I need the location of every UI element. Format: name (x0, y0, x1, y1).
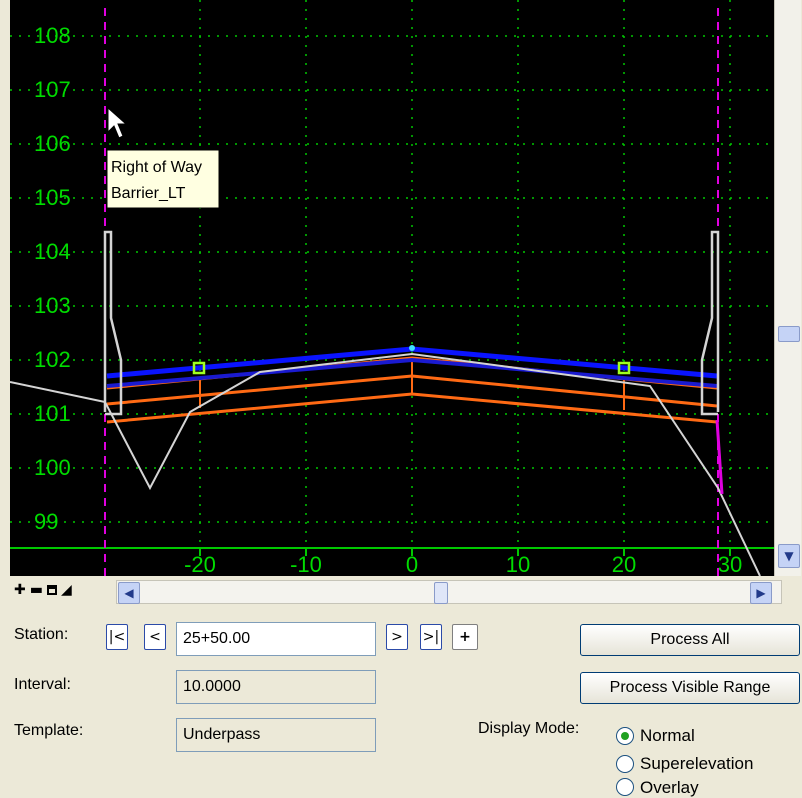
point-marker-left[interactable] (192, 361, 206, 375)
x-tick-label: 20 (612, 552, 636, 576)
station-input[interactable]: 25+50.00 (176, 622, 376, 656)
interval-field: 10.0000 (176, 670, 376, 704)
cross-section-canvas[interactable]: 108 107 106 105 104 103 102 101 100 99 -20 -10 0 10 2… (10, 0, 774, 576)
mode-normal-option[interactable]: Normal (616, 722, 753, 750)
terrain-icon[interactable]: ◢ (60, 582, 72, 598)
vertical-scrollbar[interactable] (774, 0, 801, 576)
crown-point[interactable] (409, 345, 415, 351)
cross-section-viewer[interactable]: 108 107 106 105 104 103 102 101 100 99 -20 -10 0 10 2… (10, 0, 774, 576)
x-tick-label: 0 (406, 552, 418, 576)
station-label: Station: (14, 626, 69, 643)
process-visible-range-button[interactable]: Process Visible Range (580, 672, 800, 704)
radio-normal[interactable] (616, 727, 634, 745)
ditch-line-right (715, 419, 724, 495)
pick-station-crosshair-icon[interactable]: + (452, 624, 478, 650)
display-mode-group: Normal Superelevation Overlay (616, 722, 753, 798)
y-tick-label: 105 (34, 185, 71, 210)
scroll-right-arrow-icon[interactable]: ▶ (750, 582, 772, 604)
zoom-in-plus-icon[interactable]: ✚ (14, 582, 26, 598)
y-tick-label: 103 (34, 293, 71, 318)
mode-normal-label: Normal (640, 726, 695, 745)
mode-superelevation-option[interactable]: Superelevation (616, 750, 753, 778)
point-marker-right[interactable] (617, 361, 631, 375)
pavement-mid (106, 357, 718, 388)
y-tick-label: 108 (34, 23, 71, 48)
first-station-button[interactable]: |< (106, 624, 128, 650)
tooltip-line1: Right of Way (111, 159, 202, 176)
x-tick-label: 10 (506, 552, 530, 576)
horizontal-scrollbar[interactable] (116, 580, 782, 604)
x-tick-label: 30 (718, 552, 742, 576)
y-tick-label: 99 (34, 509, 58, 534)
previous-station-button[interactable]: < (144, 624, 166, 650)
zoom-out-minus-icon[interactable]: ▬ (29, 582, 43, 598)
process-all-button[interactable]: Process All (580, 624, 800, 656)
next-station-button[interactable]: > (386, 624, 408, 650)
window-icon[interactable] (46, 585, 57, 595)
existing-ground (10, 352, 761, 576)
y-tick-label: 102 (34, 347, 71, 372)
interval-label: Interval: (14, 676, 71, 693)
barrier-left (103, 230, 123, 416)
barrier-right (700, 230, 720, 416)
horizontal-scroll-thumb[interactable] (434, 582, 448, 604)
vertical-scroll-thumb[interactable] (778, 326, 800, 342)
scroll-down-arrow-icon[interactable]: ▼ (778, 544, 800, 568)
mode-overlay-label: Overlay (640, 778, 699, 797)
mode-superelevation-label: Superelevation (640, 754, 754, 773)
tooltip-line2: Barrier_LT (111, 185, 186, 202)
scroll-left-arrow-icon[interactable]: ◀ (118, 582, 140, 604)
display-mode-label: Display Mode: (478, 720, 580, 737)
radio-superelevation[interactable] (616, 755, 634, 773)
x-tick-label: -10 (290, 552, 322, 576)
x-tick-label: -20 (184, 552, 216, 576)
y-tick-label: 100 (34, 455, 71, 480)
y-tick-label: 107 (34, 77, 71, 102)
template-label: Template: (14, 722, 84, 739)
last-station-button[interactable]: >| (420, 624, 442, 650)
radio-overlay[interactable] (616, 778, 634, 796)
y-tick-label: 104 (34, 239, 71, 264)
template-field: Underpass (176, 718, 376, 752)
mode-overlay-option[interactable]: Overlay (616, 778, 753, 798)
tooltip: Right of Way Barrier_LT (106, 149, 220, 209)
view-toolbar: ✚ ▬ ◢ (14, 580, 72, 600)
y-tick-label: 101 (34, 401, 71, 426)
mouse-cursor-icon (107, 106, 128, 139)
y-tick-label: 106 (34, 131, 71, 156)
